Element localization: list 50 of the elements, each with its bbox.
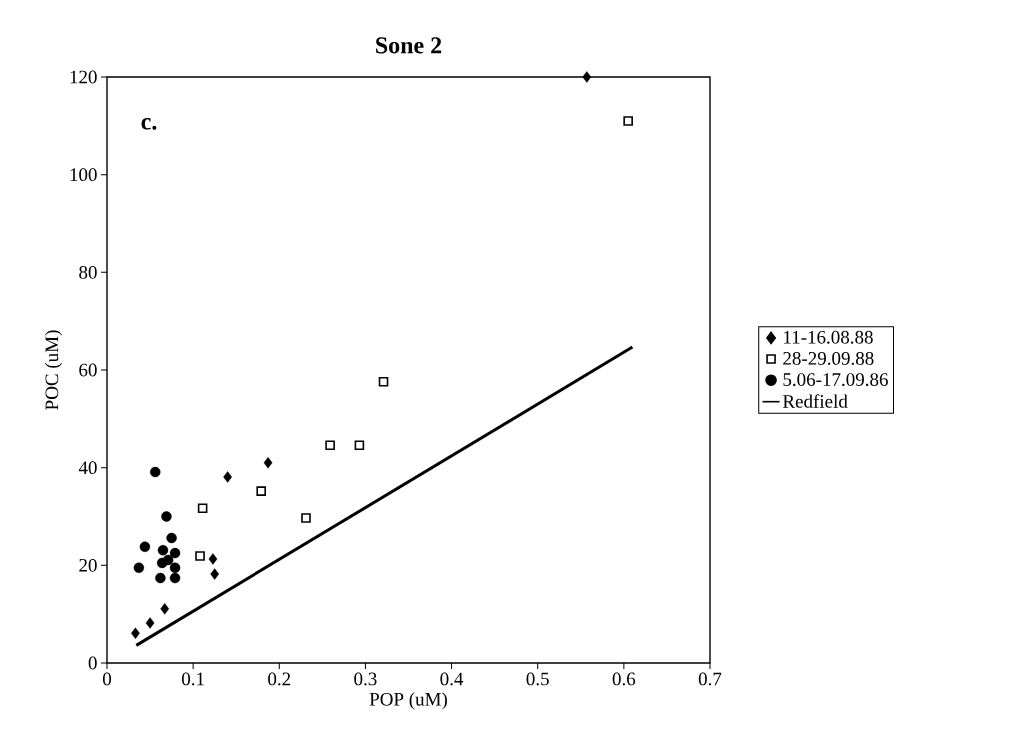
- x-tick-label: 0.2: [268, 672, 291, 686]
- point: [157, 544, 169, 556]
- annotation: c.: [141, 118, 157, 130]
- point: [166, 532, 177, 544]
- y-tick-label: 0: [88, 656, 97, 670]
- point: [169, 572, 181, 584]
- x-axis-title: POP (uM): [369, 692, 447, 710]
- x-tick-label: 0.6: [612, 672, 636, 686]
- point: [161, 511, 172, 522]
- y-tick-label: 20: [79, 558, 97, 572]
- point: [301, 513, 311, 523]
- x-tick-label: 0.1: [181, 672, 204, 686]
- point: [195, 551, 205, 561]
- x-tick-label: 0.4: [440, 672, 464, 686]
- legend-label: 28-29.09.88: [783, 351, 874, 365]
- chart-title: Sone 2: [376, 37, 442, 54]
- point: [131, 627, 140, 639]
- point: [139, 541, 151, 552]
- point: [145, 617, 155, 629]
- point: [256, 486, 266, 496]
- point: [197, 503, 208, 513]
- legend-label: 5.06-17.09.86: [783, 373, 888, 387]
- x-tick-label: 0.3: [354, 672, 377, 686]
- point: [354, 440, 365, 450]
- y-tick-label: 80: [79, 265, 97, 279]
- point: [133, 562, 145, 573]
- point: [623, 116, 633, 126]
- point: [162, 554, 174, 566]
- point: [325, 440, 335, 450]
- y-tick-label: 120: [70, 70, 97, 84]
- point: [160, 603, 170, 615]
- point: [378, 376, 389, 387]
- y-axis-title: POC (uM): [44, 330, 63, 410]
- point: [169, 547, 181, 559]
- y-tick-label: 60: [79, 363, 97, 377]
- point: [169, 562, 181, 573]
- point: [210, 568, 220, 580]
- point: [208, 553, 218, 565]
- point: [150, 466, 161, 478]
- x-tick-label: 0.7: [698, 672, 722, 686]
- legend-label: 11-16.08.88: [784, 330, 873, 344]
- point: [263, 457, 273, 469]
- point: [582, 71, 592, 83]
- x-tick-label: 0.5: [526, 672, 549, 686]
- point: [155, 572, 166, 584]
- x-tick-label: 0: [102, 672, 112, 686]
- y-tick-label: 40: [78, 461, 97, 475]
- legend-label: Redfield: [782, 394, 848, 408]
- y-tick-label: 100: [70, 168, 97, 182]
- point: [223, 471, 232, 483]
